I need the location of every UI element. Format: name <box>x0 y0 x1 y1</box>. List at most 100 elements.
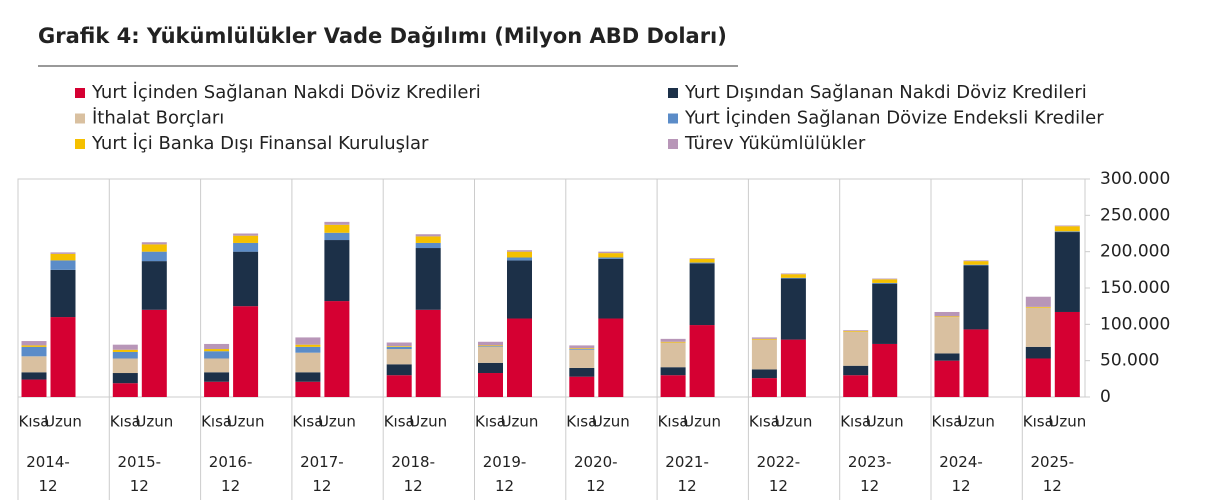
bar-segment <box>112 358 138 374</box>
bar-segment <box>141 251 167 262</box>
bar-segment <box>689 325 715 397</box>
bar-segment <box>963 260 989 262</box>
bar-segment <box>112 373 138 384</box>
bar-segment <box>141 242 167 245</box>
group-label: 2021-12 <box>665 453 709 495</box>
bar-segment <box>963 329 989 397</box>
legend-label: Yurt İçinden Sağlanan Dövize Endeksli Kr… <box>684 108 1104 129</box>
bar-segment <box>112 351 138 359</box>
bar-segment <box>295 346 321 353</box>
group-label: 2015-12 <box>117 453 162 495</box>
bar-segment <box>963 264 989 266</box>
bar-segment <box>1054 226 1080 232</box>
bar-segment <box>386 342 412 347</box>
bar-segment <box>478 362 503 374</box>
bar-segment <box>569 367 595 377</box>
bar-segment <box>21 341 47 346</box>
group-label: 2016-12 <box>208 453 253 495</box>
x-tick-label: Kısa <box>475 413 506 431</box>
bar-segment <box>507 257 532 261</box>
bar-segment <box>1025 306 1051 308</box>
bar-segment <box>872 278 898 280</box>
bar-segment <box>598 257 624 259</box>
bar-segment <box>233 242 259 252</box>
bar-segment <box>507 318 532 397</box>
x-tick-label: Uzun <box>44 413 82 431</box>
bar-segment <box>21 345 47 347</box>
bar-segment <box>21 372 47 380</box>
bar-segment <box>780 339 806 397</box>
bar-segment <box>21 356 47 373</box>
bar-segment <box>751 378 777 397</box>
legend-swatch <box>75 88 85 98</box>
bar-segment <box>478 346 503 347</box>
bar-segment <box>21 379 47 397</box>
y-tick-label: 50.000 <box>1100 351 1159 371</box>
x-tick-label: Kısa <box>931 413 962 431</box>
y-tick-label: 300.000 <box>1100 169 1170 189</box>
bar-segment <box>233 251 259 307</box>
bar-segment <box>50 252 76 254</box>
bar-segment <box>204 349 230 352</box>
bar-segment <box>50 317 76 397</box>
bar-segment <box>112 349 138 352</box>
bar-segment <box>569 349 595 368</box>
bar-segment <box>295 352 321 373</box>
bar-segment <box>478 341 503 346</box>
x-tick-label: Uzun <box>501 413 539 431</box>
bar-segment <box>598 251 624 254</box>
bar-segment <box>872 279 898 283</box>
bar-segment <box>386 346 412 350</box>
bar-segment <box>751 339 777 370</box>
bar-segment <box>204 351 230 359</box>
bar-segment <box>141 244 167 252</box>
bar-segment <box>478 346 503 363</box>
bar-segment <box>569 376 595 397</box>
bar-segment <box>660 338 686 342</box>
y-tick-label: 100.000 <box>1100 314 1170 334</box>
bar-segment <box>934 311 960 317</box>
bar-segment <box>415 242 441 249</box>
bar-segment <box>598 258 624 319</box>
bar-segment <box>295 372 321 382</box>
bar-segment <box>963 261 989 265</box>
bar-segment <box>386 375 412 397</box>
bar-segment <box>751 337 777 339</box>
x-tick-label: Uzun <box>592 413 630 431</box>
legend-label: İthalat Borçları <box>92 108 224 129</box>
bar-segment <box>386 346 412 347</box>
bar-segment <box>843 365 869 376</box>
x-tick-label: Kısa <box>749 413 780 431</box>
bar-segment <box>598 318 624 397</box>
bar-segment <box>112 344 138 350</box>
legend-label: Yurt İçinden Sağlanan Nakdi Döviz Kredil… <box>91 82 481 103</box>
bar-segment <box>507 250 532 252</box>
bar-segment <box>386 349 412 365</box>
bar-segment <box>934 360 960 397</box>
bar-segment <box>415 236 441 243</box>
x-tick-label: Kısa <box>384 413 415 431</box>
legend-label: Türev Yükümlülükler <box>684 133 866 154</box>
bar-segment <box>934 353 960 361</box>
bar-segment <box>689 258 715 259</box>
bar-segment <box>415 309 441 397</box>
bar-segment <box>1025 307 1051 347</box>
bar-segment <box>478 373 503 397</box>
bar-segment <box>660 342 686 368</box>
bar-segment <box>324 232 350 241</box>
bar-segment <box>1054 232 1080 312</box>
group-label: 2017-12 <box>300 453 344 495</box>
bar-segment <box>660 367 686 376</box>
y-tick-label: 150.000 <box>1100 278 1170 298</box>
bar-segment <box>751 369 777 379</box>
bar-segment <box>843 330 869 332</box>
x-tick-label: Uzun <box>1048 413 1086 431</box>
bar-segment <box>295 344 321 347</box>
bar-segment <box>660 341 686 343</box>
group-label: 2019-12 <box>482 453 527 495</box>
bar-segment <box>50 260 76 270</box>
plot-border <box>17 178 1086 398</box>
bar-segment <box>324 221 350 225</box>
legend-label: Yurt İçi Banka Dışı Finansal Kuruluşlar <box>91 133 429 154</box>
